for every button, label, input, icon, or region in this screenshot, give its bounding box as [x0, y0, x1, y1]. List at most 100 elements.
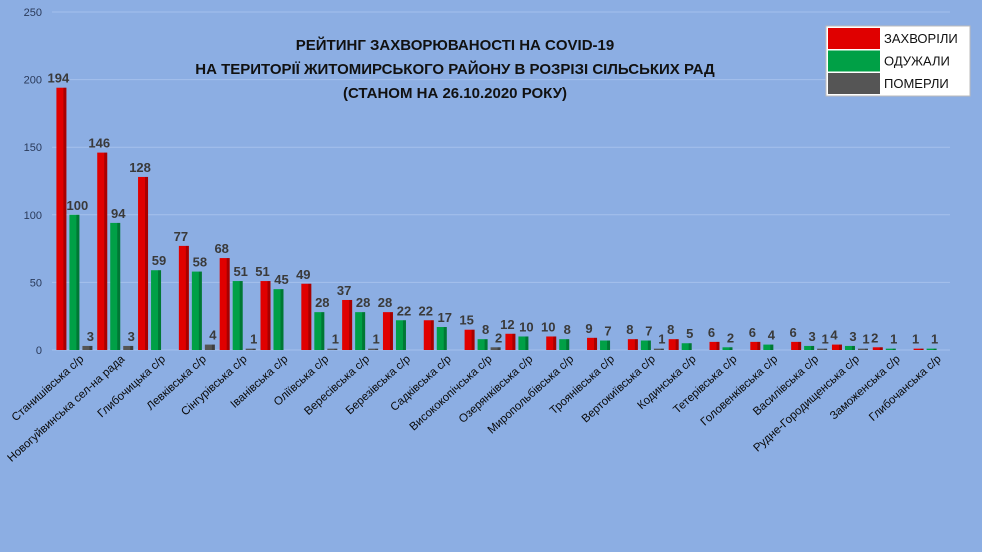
bar-shade	[770, 344, 774, 350]
bar-shade	[63, 87, 67, 350]
bar-shade	[471, 329, 475, 350]
data-label: 1	[658, 332, 665, 347]
bar-recovered	[314, 312, 325, 350]
bar-recovered	[395, 320, 406, 350]
data-label: 51	[233, 264, 247, 279]
bar-shade	[158, 270, 162, 350]
data-label: 7	[645, 324, 652, 339]
bar-sick	[219, 258, 230, 350]
data-label: 1	[890, 332, 897, 347]
bar-recovered	[69, 214, 80, 350]
bar-sick	[872, 347, 883, 350]
y-tick-label: 0	[36, 345, 42, 357]
bar-shade	[497, 347, 501, 350]
bar-shade	[933, 348, 937, 350]
bar-shade	[334, 348, 338, 350]
data-label: 3	[128, 329, 135, 344]
bar-shade	[607, 340, 611, 350]
bar-shade	[634, 339, 638, 350]
bar-shade	[660, 348, 664, 350]
bar-shade	[362, 312, 366, 350]
bar-sick	[831, 344, 842, 350]
bar-shade	[226, 258, 230, 350]
data-label: 22	[419, 303, 433, 318]
data-label: 22	[397, 303, 411, 318]
bar-shade	[239, 281, 243, 350]
data-label: 10	[541, 319, 555, 334]
bar-shade	[716, 341, 720, 350]
bar-shade	[389, 312, 393, 350]
legend-label: ПОМЕРЛИ	[884, 76, 949, 91]
bar-shade	[104, 152, 108, 350]
bar-recovered	[355, 312, 366, 350]
data-label: 77	[174, 229, 188, 244]
bar-shade	[757, 341, 761, 350]
data-label: 28	[315, 295, 329, 310]
y-axis-ticks: 0 50 100 150 200 250	[24, 7, 42, 357]
bar-recovered	[477, 339, 488, 350]
legend-label: ОДУЖАЛИ	[884, 54, 950, 69]
data-label: 59	[152, 253, 166, 268]
bar-shade	[594, 337, 598, 350]
bar-sick	[791, 341, 802, 350]
data-label: 3	[87, 329, 94, 344]
bar-sick	[627, 339, 638, 350]
bar-died	[653, 348, 664, 350]
bar-sick	[750, 341, 761, 350]
data-label: 7	[604, 324, 611, 339]
data-label: 17	[438, 310, 452, 325]
bar-sick	[709, 341, 720, 350]
bar-shade	[512, 333, 516, 350]
y-tick-label: 50	[30, 277, 42, 289]
y-tick-label: 200	[24, 75, 42, 87]
bar-shade	[892, 348, 896, 350]
legend: ЗАХВОРІЛИ ОДУЖАЛИ ПОМЕРЛИ	[825, 25, 971, 97]
bar-shade	[920, 348, 924, 350]
bar-shade	[185, 245, 189, 350]
legend-label: ЗАХВОРІЛИ	[884, 31, 958, 46]
bar-shade	[280, 289, 284, 350]
bar-recovered	[600, 340, 611, 350]
data-label: 37	[337, 283, 351, 298]
y-tick-label: 100	[24, 210, 42, 222]
bar-shade	[688, 343, 692, 350]
bar-shade	[402, 320, 406, 350]
bar-shade	[729, 347, 733, 350]
bar-recovered	[232, 281, 243, 350]
bar-shade	[824, 348, 828, 350]
y-tick-label: 250	[24, 7, 42, 19]
bar-sick	[138, 176, 149, 350]
bar-sick	[587, 337, 598, 350]
data-label: 8	[667, 322, 674, 337]
bar-sick	[546, 336, 557, 350]
data-label: 194	[48, 71, 70, 86]
data-label: 1	[250, 332, 257, 347]
bar-died	[490, 347, 501, 350]
legend-swatch	[828, 50, 880, 72]
data-label: 49	[296, 267, 310, 282]
bar-shade	[879, 347, 883, 350]
bar-died	[327, 348, 338, 350]
chart-title: РЕЙТИНГ ЗАХВОРЮВАНОСТІ НА COVID-19 НА ТЕР…	[195, 36, 715, 102]
y-tick-label: 150	[24, 142, 42, 154]
data-label: 4	[830, 328, 838, 343]
data-label: 146	[88, 136, 110, 151]
bar-sick	[260, 281, 271, 350]
bar-recovered	[681, 343, 692, 350]
bar-shade	[675, 339, 679, 350]
bar-sick	[56, 87, 67, 350]
bar-shade	[811, 345, 815, 350]
bar-shade	[130, 345, 134, 350]
bar-recovered	[763, 344, 774, 350]
chart-title-line: (СТАНОМ НА 26.10.2020 РОКУ)	[343, 85, 567, 102]
bar-sick	[423, 320, 434, 350]
data-label: 3	[849, 329, 856, 344]
data-label: 2	[871, 330, 878, 345]
bar-recovered	[110, 222, 121, 350]
bar-sick	[505, 333, 516, 350]
bar-recovered	[804, 345, 815, 350]
data-label: 100	[67, 198, 89, 213]
data-label: 12	[500, 317, 514, 332]
